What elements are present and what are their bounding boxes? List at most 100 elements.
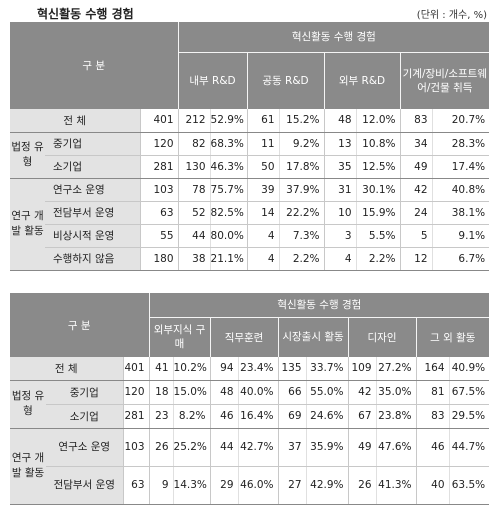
table1-cell: 9.1% (431, 224, 490, 248)
table2-cell: 25.2% (172, 428, 211, 467)
table1-col-header: 외부 R&D (323, 51, 401, 109)
table1-cell: 11 (246, 132, 280, 156)
table1-cell: 20.7% (431, 109, 490, 133)
table2-group-label: 법정 유형 (10, 380, 46, 429)
table2-cell: 24.6% (305, 404, 349, 429)
table2-cell: 42 (347, 380, 377, 405)
table1-cell: 35 (323, 155, 357, 179)
table1-total: 55 (139, 224, 179, 248)
table1-cell: 12 (399, 247, 433, 271)
table1-total: 63 (139, 201, 179, 225)
table1-cell: 6.7% (431, 247, 490, 271)
table1-cell: 39 (246, 178, 280, 202)
table2-col-header: 시장출시 활동 (277, 316, 349, 357)
table2-cell: 55.0% (305, 380, 349, 405)
table1-cell: 28.3% (431, 132, 490, 156)
table2-cell: 83 (415, 404, 450, 429)
table1-cell: 12.5% (355, 155, 401, 179)
table1-cell: 10.8% (355, 132, 401, 156)
table1-col-header: 내부 R&D (177, 51, 248, 109)
table1-col-header: 공동 R&D (246, 51, 325, 109)
table1-cell: 24 (399, 201, 433, 225)
table2-col-header: 디자인 (347, 316, 417, 357)
table1-cell: 4 (246, 224, 280, 248)
table2-cell: 135 (277, 357, 307, 381)
table1-cell: 30.1% (355, 178, 401, 202)
table2-cell: 27.2% (375, 357, 417, 381)
table2-cell: 46 (415, 428, 450, 467)
table2-cell: 41 (148, 357, 174, 381)
table1-group-header: 혁신활동 수행 경험 (177, 22, 490, 52)
table1-cell: 130 (177, 155, 211, 179)
innovation-table-1: 구 분 혁신활동 수행 경험 내부 R&D 공동 R&D 외부 R&D 기계/장… (10, 22, 490, 271)
table1-cell: 2.2% (278, 247, 325, 271)
table1-cell: 48 (323, 109, 357, 133)
table2-cell: 41.3% (375, 466, 417, 505)
table1-cell: 40.8% (431, 178, 490, 202)
table1-cell: 17.4% (431, 155, 490, 179)
table2-cell: 66 (277, 380, 307, 405)
table1-cell: 5.5% (355, 224, 401, 248)
table1-cell: 4 (323, 247, 357, 271)
table1-cell: 15.9% (355, 201, 401, 225)
table1-cell: 68.3% (209, 132, 248, 156)
table2-total: 120 (122, 380, 150, 405)
table2-row-label: 소기업 (46, 404, 123, 429)
table2-row-label: 전 체 (10, 357, 123, 381)
table1-cell: 82.5% (209, 201, 248, 225)
page-title: 혁신활동 수행 경험 (37, 7, 134, 21)
table1-cell: 38 (177, 247, 211, 271)
table2-cell: 10.2% (172, 357, 211, 381)
table2-cell: 46 (209, 404, 239, 429)
table1-cell: 2.2% (355, 247, 401, 271)
table1-total: 281 (139, 155, 179, 179)
table2-cell: 49 (347, 428, 377, 467)
table1-cell: 7.3% (278, 224, 325, 248)
table1-cell: 52 (177, 201, 211, 225)
table2-cell: 42.9% (305, 466, 349, 505)
table2-row-label: 전담부서 운영 (46, 466, 123, 505)
table1-cell: 49 (399, 155, 433, 179)
table2-col-header: 외부지식 구매 (148, 316, 211, 357)
table1-cell: 12.0% (355, 109, 401, 133)
table2-cell: 109 (347, 357, 377, 381)
table2-total: 103 (122, 428, 150, 467)
table1-group-label: 법정 유형 (10, 132, 45, 179)
table2-cell: 14.3% (172, 466, 211, 505)
table1-cell: 5 (399, 224, 433, 248)
table1-total: 120 (139, 132, 179, 156)
table1-col-header: 기계/장비/소프트웨어/건물 취득 (399, 51, 490, 109)
table2-cell: 9 (148, 466, 174, 505)
table2-cell: 35.9% (305, 428, 349, 467)
table2-cell: 33.7% (305, 357, 349, 381)
table2-cell: 15.0% (172, 380, 211, 405)
table2-total: 63 (122, 466, 150, 505)
table1-group-label: 연구 개발 활동 (10, 178, 45, 271)
table1-row-label: 비상시적 운영 (45, 224, 140, 248)
table1-cell: 31 (323, 178, 357, 202)
table2-row-label: 중기업 (46, 380, 123, 405)
table2-group-label: 연구 개발 활동 (10, 428, 46, 505)
table2-group-header: 혁신활동 수행 경험 (148, 293, 490, 317)
table1-cell: 4 (246, 247, 280, 271)
table2-cell: 67 (347, 404, 377, 429)
table1-cell: 34 (399, 132, 433, 156)
table1-cell: 3 (323, 224, 357, 248)
table2-cell: 29.5% (448, 404, 490, 429)
table2-cell: 40 (415, 466, 450, 505)
table1-cell: 44 (177, 224, 211, 248)
table1-row-label: 연구소 운영 (45, 178, 140, 202)
table1-cell: 75.7% (209, 178, 248, 202)
table1-total: 401 (139, 109, 179, 133)
table1-cell: 15.2% (278, 109, 325, 133)
table2-cell: 94 (209, 357, 239, 381)
table2-total: 401 (122, 357, 150, 381)
table1-total: 103 (139, 178, 179, 202)
table1-cell: 17.8% (278, 155, 325, 179)
table1-row-label: 중기업 (45, 132, 140, 156)
table2-cell: 37 (277, 428, 307, 467)
table2-cell: 26 (148, 428, 174, 467)
table2-cell: 67.5% (448, 380, 490, 405)
table2-cell: 42.7% (237, 428, 279, 467)
table2-cell: 44 (209, 428, 239, 467)
